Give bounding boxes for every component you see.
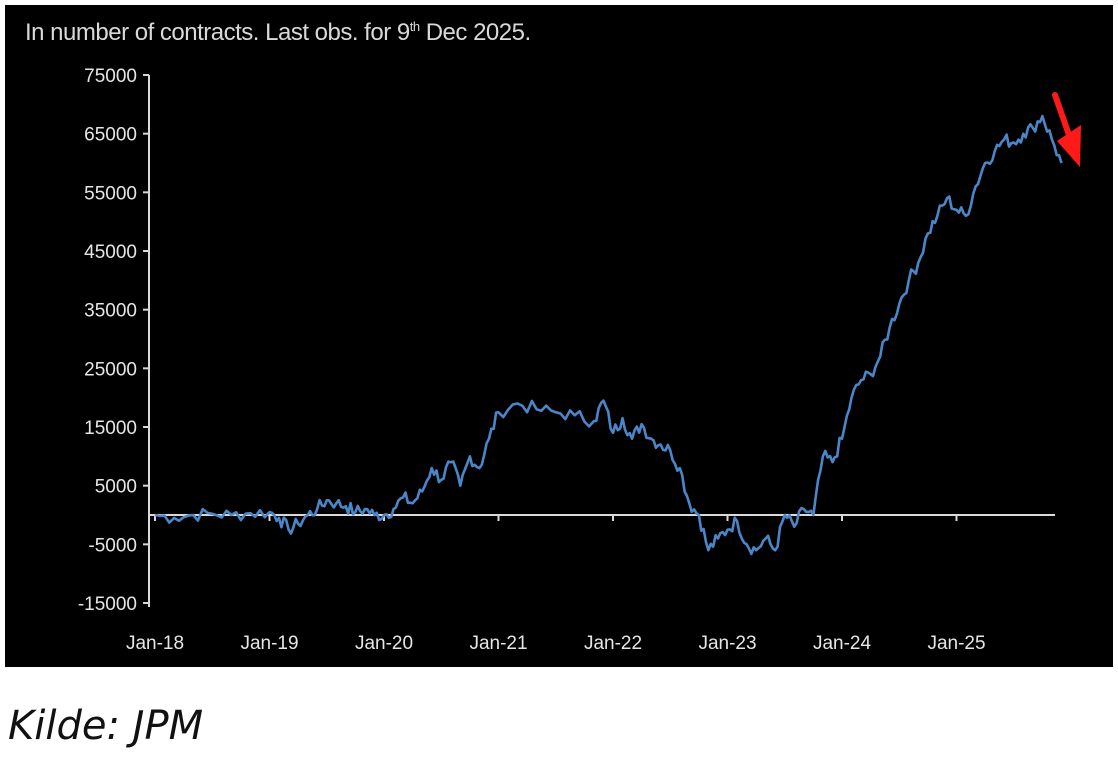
x-tick-label: Jan-22 — [584, 633, 642, 654]
series-line-0 — [154, 114, 1063, 556]
x-tick-label: Jan-19 — [240, 633, 298, 654]
series-group — [154, 114, 1063, 556]
y-tick-label: 35000 — [84, 301, 137, 322]
x-tick-label: Jan-18 — [126, 633, 184, 654]
x-axis: Jan-18 Jan-19 Jan-20 Jan-21 Jan-22 Jan-23 Jan-… — [126, 514, 1055, 654]
y-tick-label: -15000 — [78, 594, 137, 615]
x-tick-label: Jan-25 — [927, 633, 985, 654]
x-tick-label: Jan-21 — [469, 633, 527, 654]
line-chart: 75000 65000 55000 45000 35000 25000 15000 5000 -… — [78, 66, 1081, 654]
arrow-head — [1057, 125, 1081, 167]
y-axis: 75000 65000 55000 45000 35000 25000 15000 5000 -… — [78, 66, 150, 615]
chart-panel: 75000 65000 55000 45000 35000 25000 15000 5000 -… — [5, 5, 1113, 667]
y-tick-label: 15000 — [84, 418, 137, 439]
y-tick-label: 45000 — [84, 242, 137, 263]
y-tick-label: 65000 — [84, 125, 137, 146]
y-tick-label: 5000 — [95, 477, 137, 498]
x-tick-label: Jan-23 — [698, 633, 756, 654]
arrow-shaft — [1052, 92, 1072, 138]
x-tick-label: Jan-24 — [813, 633, 872, 654]
chart-title: In number of contracts. Last obs. for 9t… — [25, 19, 531, 46]
annotation-group — [1052, 92, 1081, 167]
y-tick-label: 55000 — [84, 183, 137, 204]
y-tick-label: -5000 — [88, 535, 137, 556]
source-caption: Kilde: JPM — [8, 703, 204, 749]
red-arrow-icon — [1052, 92, 1081, 167]
y-tick-label: 25000 — [84, 359, 137, 380]
x-tick-label: Jan-20 — [355, 633, 413, 654]
y-tick-label: 75000 — [84, 66, 137, 87]
